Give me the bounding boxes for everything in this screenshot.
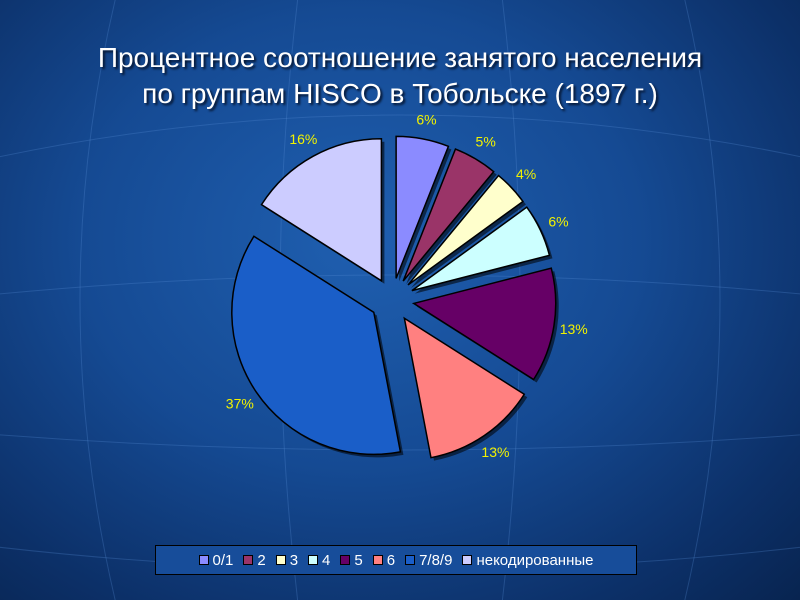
- slide-title-line-1: Процентное соотношение занятого населени…: [97, 42, 703, 73]
- legend-swatch-2: [243, 555, 254, 565]
- pie-label-0-1: 6%: [416, 111, 436, 127]
- legend-label-5: 5: [354, 551, 363, 569]
- pie-label-uncoded: 16%: [289, 131, 317, 147]
- legend-item-7-8-9: 7/8/9: [405, 552, 452, 569]
- legend-item-4: 4: [308, 552, 330, 569]
- legend-swatch-3: [275, 555, 286, 565]
- legend-label-6: 6: [386, 551, 396, 569]
- legend-item-3: 3: [275, 551, 299, 569]
- pie-label-5: 13%: [560, 321, 588, 337]
- pie-slice-6: [403, 316, 526, 459]
- pie-slice-3: [407, 174, 524, 286]
- pie-label-2: 5%: [476, 134, 496, 150]
- legend-label-uncoded: некодированные: [476, 551, 594, 569]
- legend-swatch-7-8-9: [405, 555, 416, 565]
- legend-label-3: 3: [289, 551, 299, 569]
- pie-slice-4: [411, 206, 551, 292]
- legend-item-6: 6: [372, 551, 396, 569]
- pie-label-6: 13%: [481, 444, 509, 460]
- pie-slice-uncoded: [260, 137, 383, 283]
- legend-swatch-5: [340, 555, 351, 565]
- legend-label-4: 4: [322, 551, 331, 569]
- chart-legend: 0/1 2 3 4 5 6 7/8/9 некодированные: [155, 545, 637, 575]
- legend-item-uncoded: некодированные: [462, 552, 593, 569]
- legend-label-0-1: 0/1: [212, 551, 234, 569]
- pie-label-3: 4%: [516, 166, 536, 182]
- pie-slice-2: [402, 148, 495, 282]
- legend-label-2: 2: [257, 551, 266, 569]
- legend-swatch-6: [372, 555, 383, 565]
- legend-swatch-4: [308, 555, 319, 565]
- legend-item-0-1: 0/1: [198, 551, 234, 569]
- legend-item-5: 5: [340, 551, 363, 569]
- pie-slice-5: [411, 267, 557, 381]
- pie-label-7-8-9: 37%: [226, 395, 254, 411]
- pie-label-4: 6%: [548, 214, 568, 230]
- pie-slice-7-8-9: [231, 235, 402, 456]
- pie-slice-0-1: [395, 135, 450, 279]
- legend-swatch-uncoded: [462, 555, 473, 565]
- legend-item-2: 2: [243, 551, 266, 569]
- legend-label-7-8-9: 7/8/9: [419, 551, 453, 569]
- slide-title: Процентное соотношение занятого населени…: [40, 40, 760, 112]
- legend-swatch-0-1: [198, 555, 209, 565]
- slide-title-line-2: по группам HISCO в Тобольске (1897 г.): [142, 78, 658, 109]
